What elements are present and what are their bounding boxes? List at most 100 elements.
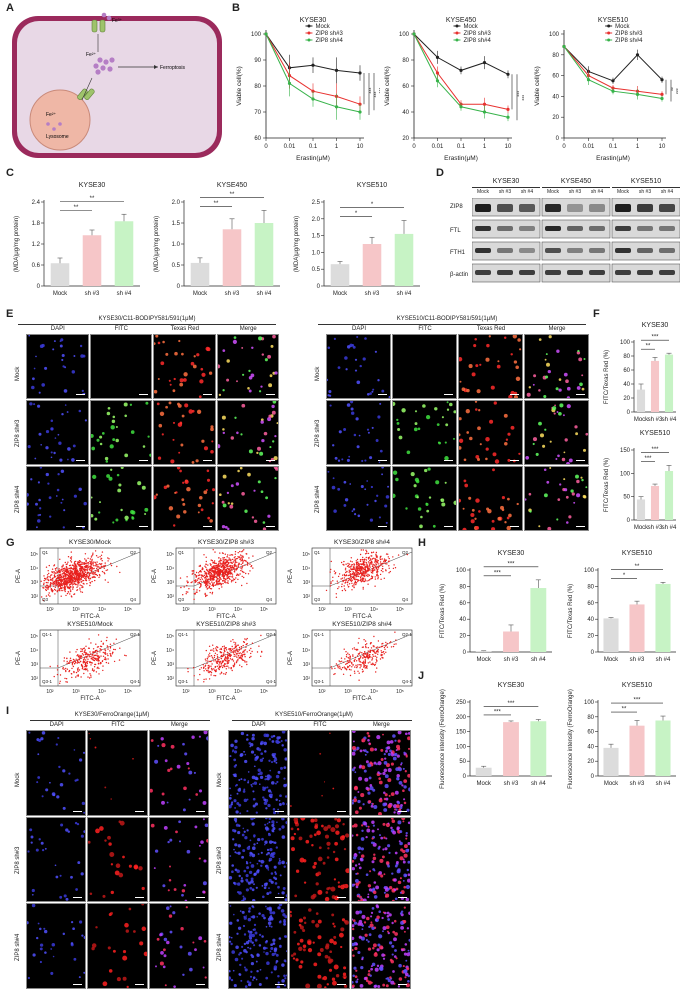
cell-dot bbox=[198, 735, 201, 738]
event-dot bbox=[238, 646, 241, 649]
cell-dot bbox=[414, 410, 418, 413]
event-dot bbox=[215, 564, 218, 567]
event-dot bbox=[49, 665, 51, 668]
wb-band bbox=[497, 248, 513, 253]
y-tick-label: 60 bbox=[552, 74, 559, 80]
cell-dot bbox=[29, 402, 33, 406]
event-dot bbox=[234, 556, 236, 558]
event-dot bbox=[374, 576, 376, 578]
y-tick-label: 10³ bbox=[31, 580, 39, 586]
cell-dot bbox=[30, 478, 33, 481]
cell-dot bbox=[39, 927, 42, 931]
event-dot bbox=[69, 651, 71, 653]
data-point bbox=[459, 68, 463, 72]
y-tick-label: 10³ bbox=[167, 580, 175, 586]
cell-dot bbox=[478, 510, 481, 513]
event-dot bbox=[353, 659, 355, 662]
event-dot bbox=[223, 665, 225, 667]
y-tick-label: 1.0 bbox=[172, 242, 181, 248]
cell-dot bbox=[475, 364, 479, 368]
event-dot bbox=[71, 662, 74, 665]
event-dot bbox=[343, 648, 345, 650]
event-dot bbox=[99, 556, 101, 558]
micro-row-label: ZIP8 sh#4 bbox=[15, 933, 21, 961]
cell-dot bbox=[221, 500, 225, 504]
event-dot bbox=[394, 567, 397, 569]
event-dot bbox=[98, 667, 100, 670]
cell-dot bbox=[399, 803, 403, 807]
event-dot bbox=[98, 673, 100, 675]
cell-dot bbox=[91, 474, 96, 480]
event-dot bbox=[80, 676, 82, 678]
cell-dot bbox=[262, 786, 265, 789]
event-dot bbox=[45, 586, 47, 588]
y-tick-label: 0.5 bbox=[312, 267, 321, 273]
event-dot bbox=[380, 564, 382, 567]
event-dot bbox=[203, 581, 206, 583]
sig-label: *** bbox=[518, 95, 524, 101]
cell-dot bbox=[478, 409, 481, 412]
bar bbox=[655, 720, 671, 776]
event-dot bbox=[238, 649, 240, 651]
event-dot bbox=[337, 587, 339, 590]
event-dot bbox=[209, 670, 211, 673]
event-dot bbox=[221, 666, 224, 669]
event-dot bbox=[375, 564, 378, 566]
event-dot bbox=[350, 557, 352, 559]
cell-dot bbox=[413, 427, 418, 432]
event-dot bbox=[210, 567, 212, 570]
event-dot bbox=[71, 667, 73, 670]
event-dot bbox=[244, 649, 247, 651]
cell-dot bbox=[351, 768, 355, 772]
cell-dot bbox=[402, 779, 407, 783]
cell-dot bbox=[159, 951, 164, 956]
micro-column-label: DAPI bbox=[351, 326, 366, 332]
event-dot bbox=[249, 656, 251, 659]
event-dot bbox=[69, 557, 72, 559]
event-dot bbox=[95, 650, 97, 652]
event-dot bbox=[241, 555, 243, 557]
cell-dot bbox=[358, 806, 362, 810]
event-dot bbox=[390, 646, 393, 648]
event-dot bbox=[349, 657, 351, 659]
cell-dot bbox=[253, 519, 257, 523]
event-dot bbox=[237, 655, 239, 657]
event-dot bbox=[349, 674, 352, 677]
cell-dot bbox=[169, 905, 172, 908]
y-tick-label: 50 bbox=[459, 759, 466, 765]
event-dot bbox=[371, 568, 374, 570]
event-dot bbox=[183, 586, 185, 588]
cell-dot bbox=[348, 455, 351, 458]
wb-band bbox=[545, 226, 561, 231]
cell-dot bbox=[497, 360, 500, 363]
cell-dot bbox=[53, 451, 56, 455]
cell-dot bbox=[466, 388, 470, 393]
data-point bbox=[506, 72, 510, 76]
cell-dot bbox=[363, 769, 367, 773]
event-dot bbox=[341, 667, 344, 669]
event-dot bbox=[215, 562, 217, 565]
event-dot bbox=[353, 564, 355, 566]
event-dot bbox=[91, 669, 94, 671]
cell-dot bbox=[194, 825, 197, 828]
event-dot bbox=[56, 673, 59, 676]
event-dot bbox=[221, 655, 224, 658]
event-dot bbox=[80, 665, 83, 667]
cell-dot bbox=[88, 840, 91, 844]
event-dot bbox=[88, 566, 90, 569]
event-dot bbox=[200, 577, 202, 579]
event-dot bbox=[219, 573, 221, 575]
cell-dot bbox=[397, 739, 401, 743]
event-dot bbox=[208, 570, 210, 572]
y-tick-label: 10² bbox=[303, 594, 311, 600]
event-dot bbox=[200, 580, 202, 583]
y-tick-label: 1.5 bbox=[172, 221, 181, 227]
event-dot bbox=[356, 666, 358, 669]
cell-dots bbox=[329, 401, 383, 464]
cell-dot bbox=[462, 507, 465, 510]
event-dot bbox=[229, 658, 232, 660]
event-dot bbox=[210, 559, 212, 561]
event-dot bbox=[59, 578, 62, 580]
